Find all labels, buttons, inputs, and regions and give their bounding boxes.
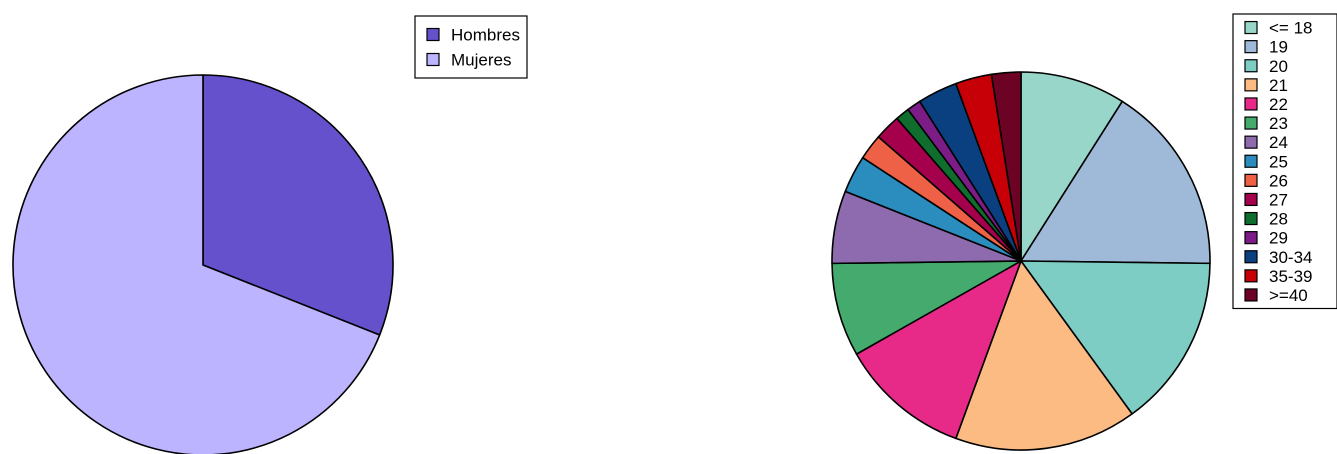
pie-slice-le-18 (1020, 71, 1124, 262)
pie-slice-ge-40 (990, 71, 1022, 262)
legend-label-19: 19 (1269, 38, 1288, 57)
legend-label-26: 26 (1269, 171, 1288, 190)
legend-label-21: 21 (1269, 76, 1288, 95)
legend-swatch-le-18 (1244, 20, 1258, 35)
legend-label-30-34: 30-34 (1269, 248, 1312, 267)
legend-swatch-23 (1244, 116, 1258, 130)
legend-box (414, 15, 528, 79)
legend-label-29: 29 (1269, 229, 1288, 248)
legend-swatch-hombres (426, 27, 440, 42)
legend-swatch-21 (1244, 78, 1258, 92)
legend-swatch-35-39 (1244, 269, 1258, 283)
legend-swatch-26 (1244, 173, 1258, 187)
legend-label-22: 22 (1269, 95, 1288, 114)
legend-label-23: 23 (1269, 114, 1288, 133)
pie-chart-gender (12, 74, 394, 454)
legend-label-35-39: 35-39 (1269, 267, 1312, 286)
legend-gender: Hombres Mujeres (414, 15, 528, 79)
pie-slice-mujeres (12, 74, 381, 454)
legend-label-ge-40: >=40 (1269, 286, 1308, 305)
pie-slice-20 (1020, 260, 1211, 415)
legend-swatch-25 (1244, 154, 1258, 168)
pie-slice-19 (1020, 100, 1211, 265)
pie-chart-age (831, 71, 1211, 451)
legend-swatch-mujeres (426, 52, 440, 67)
pie-slice-21 (955, 260, 1133, 451)
legend-swatch-30-34 (1244, 250, 1258, 264)
legend-label-24: 24 (1269, 133, 1288, 152)
legend-label-hombres: Hombres (451, 26, 520, 45)
legend-swatch-28 (1244, 211, 1258, 226)
legend-swatch-19 (1244, 40, 1258, 54)
legend-swatch-27 (1244, 192, 1258, 207)
legend-swatch-ge-40 (1244, 288, 1258, 302)
legend-swatch-22 (1244, 97, 1258, 111)
pie-slice-23 (831, 260, 1022, 355)
pie-slice-22 (855, 260, 1022, 440)
legend-label-20: 20 (1269, 57, 1288, 76)
legend-swatch-20 (1244, 59, 1258, 73)
pie-slice-hombres (202, 74, 394, 336)
legend-label-le-18: <= 18 (1269, 19, 1313, 38)
legend-label-27: 27 (1269, 190, 1288, 209)
legend-swatch-24 (1244, 135, 1258, 149)
legend-label-mujeres: Mujeres (451, 51, 511, 70)
legend-label-28: 28 (1269, 210, 1288, 229)
legend-swatch-29 (1244, 231, 1258, 245)
legend-age: <= 18192021222324252627282930-3435-39>=4… (1232, 13, 1337, 310)
legend-label-25: 25 (1269, 152, 1288, 171)
